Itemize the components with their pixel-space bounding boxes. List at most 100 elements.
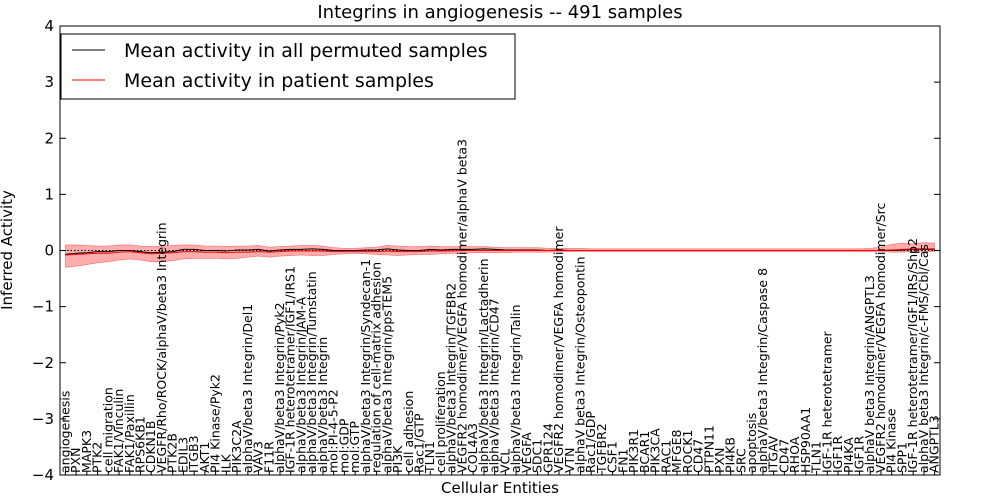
y-tick-label: 1 — [44, 185, 54, 203]
x-axis-title: Cellular Entities — [441, 479, 559, 497]
legend-label-permuted: Mean activity in all permuted samples — [124, 40, 487, 62]
y-tick-label: 0 — [44, 242, 54, 260]
x-tick-label: alphaV/beta3 Integrin/Syndecan-1 — [358, 259, 373, 473]
x-tick-label: mol:GDP — [336, 418, 351, 473]
x-tick-label: PIK3CA — [648, 428, 663, 473]
y-tick-label: 4 — [44, 17, 54, 35]
x-tick-label: alphaV/beta3 Integrin/Lactadherin — [476, 258, 491, 473]
x-tick-label: ILK — [218, 453, 233, 473]
x-tick-label: Rac1/GDP — [583, 411, 598, 473]
x-tick-label: IGF1R — [852, 435, 867, 473]
x-tick-label: alphaV beta3 Integrin/Osteopontin — [572, 256, 587, 473]
x-tick-label: IGF-1R heterotetramer/IGF1/IRS/Shp2 — [905, 238, 920, 473]
legend-label-patient: Mean activity in patient samples — [124, 70, 434, 92]
x-tick-label: alphaV/beta3 Integrin/Caspase 8 — [755, 268, 770, 473]
x-tick-label: PIK3R1 — [626, 429, 641, 473]
x-tick-label: TLN1 — [809, 441, 824, 474]
series-line-patient — [65, 248, 935, 256]
x-tick-label: IGF-1R heterotetramer — [819, 330, 834, 473]
x-tick-label: TGFBR2 — [594, 423, 609, 474]
x-tick-label: MFGE8 — [669, 429, 684, 473]
x-tick-label: alphaV/beta3 Integrin/ppsTEM5 — [379, 276, 394, 473]
x-tick-label: alphaV/beta3 Integrin/JAM-A — [293, 297, 308, 473]
x-tick-label: alphaV/beta3 Integrin/Del1 — [240, 304, 255, 473]
x-tick-label: mol:GTP — [347, 421, 362, 473]
x-tick-label: EDIL3 — [175, 437, 190, 473]
x-tick-label: RHOA — [787, 436, 802, 473]
x-tick-label: PTK2B — [165, 433, 180, 473]
x-tick-label: CSF1 — [605, 441, 620, 473]
x-tick-label: alphaV/beta3 Integrin/CD47 — [487, 298, 502, 473]
x-tick-label: RPS6KB1 — [132, 416, 147, 473]
x-tick-label: alphaV/beta3 Integrin — [315, 337, 330, 473]
x-tick-label: IGF-1R heterotetramer/IGF1/IRS1 — [283, 266, 298, 473]
legend-box — [60, 33, 516, 100]
x-tick-label: GPR124 — [540, 423, 555, 473]
x-tick-label: MAPK3 — [79, 430, 94, 473]
y-tick-label: 2 — [44, 129, 54, 147]
x-tick-label: PTK2 — [90, 442, 105, 473]
x-tick-label: TLN1 — [422, 441, 437, 474]
x-tick-label: SPP1 — [894, 442, 909, 473]
x-tick-label: PXN — [68, 448, 83, 473]
x-tick-label: COL4A3 — [465, 423, 480, 473]
x-tick-label: alphaV/beta3 Integrin/TGFBR2 — [444, 283, 459, 473]
x-tick-label: ITGAV — [766, 435, 781, 473]
y-tick-label: −3 — [32, 410, 54, 428]
y-axis: −4 −3 −2 −1 0 1 2 3 4 — [32, 17, 940, 484]
x-tick-label: alphaV beta3 Integrin/c-FMS/Cbl/Cas — [916, 244, 931, 473]
x-tick-label: Rac1/GTP — [412, 413, 427, 473]
x-tick-label: apoptosis — [744, 413, 759, 473]
x-tick-label: ANGPTL3 — [927, 415, 942, 473]
x-tick-label: SRC — [733, 448, 748, 473]
x-tick-label: IGF1R — [830, 435, 845, 473]
x-tick-label: BCAR1 — [637, 431, 652, 473]
x-tick-label: PI4KB — [723, 437, 738, 473]
x-tick-label: PI3K — [390, 445, 405, 473]
x-tick-label: PIK3C2A — [229, 420, 244, 473]
x-tick-label: VEGFR2 homodimer/VEGFA homodimer/alphaV … — [454, 139, 469, 473]
x-tick-label: cell adhesion — [401, 391, 416, 473]
y-tick-label: −4 — [32, 466, 54, 484]
x-tick-label: regulation of cell-matrix adhesion — [369, 262, 384, 473]
x-tick-label: PI4 Kinase — [884, 408, 899, 473]
x-tick-label: VTN — [562, 447, 577, 473]
x-tick-label: ROCK1 — [680, 430, 695, 473]
chart-title: Integrins in angiogenesis -- 491 samples — [317, 2, 682, 23]
x-tick-label: alphaV beta3 Integrin/ANGPTL3 — [862, 275, 877, 473]
x-tick-label: SDC1 — [530, 439, 545, 473]
x-tick-label: F11R — [261, 441, 276, 473]
x-tick-label: cell migration — [100, 387, 115, 473]
x-tick-label: alphaV/beta3 Integrin/Pyk2 — [272, 302, 287, 473]
y-tick-label: −2 — [32, 354, 54, 372]
x-tick-label: cell proliferation — [433, 371, 448, 473]
x-tick-label: ITGB3 — [186, 435, 201, 473]
x-tick-label: HSP90AA1 — [798, 407, 813, 473]
x-tick-label: PTPN11 — [701, 425, 716, 473]
x-tick-label: alphaV/beta3 Integrin/Tumstatin — [304, 271, 319, 473]
series-band-area — [65, 242, 935, 268]
x-tick-label: VEGFR2 homodimer/VEGFA homodimer — [551, 226, 566, 473]
x-tick-label: VAV3 — [251, 441, 266, 473]
y-tick-label: 3 — [44, 73, 54, 91]
x-tick-label: VEGFR/Rho/ROCK/alphaV/beta3 Integrin — [154, 222, 169, 473]
legend: Mean activity in all permuted samples Me… — [60, 33, 516, 100]
x-tick-label: CD47 — [776, 439, 791, 473]
x-tick-label: FAK1/Paxillin — [122, 394, 137, 473]
x-tick-label: FN1 — [615, 449, 630, 474]
y-axis-title: Inferred Activity — [0, 190, 16, 310]
x-tick-label: RAC1 — [658, 440, 673, 473]
y-tick-label: −1 — [32, 298, 54, 316]
x-tick-label: CDKN1B — [143, 421, 158, 473]
x-tick-label: PI4 Kinase/Pyk2 — [208, 374, 223, 473]
x-tick-label: mol:PI-4-5-P2 — [326, 389, 341, 473]
x-tick-label: VCL — [497, 449, 512, 473]
x-tick-label: AKT1 — [197, 442, 212, 473]
x-tick-label: FAK1/Vinculin — [111, 389, 126, 473]
x-tick-label: alphaV/beta3 Integrin/Talin — [508, 305, 523, 474]
x-tick-label: VEGFA — [519, 432, 534, 473]
x-tick-label: PXN — [712, 448, 727, 473]
